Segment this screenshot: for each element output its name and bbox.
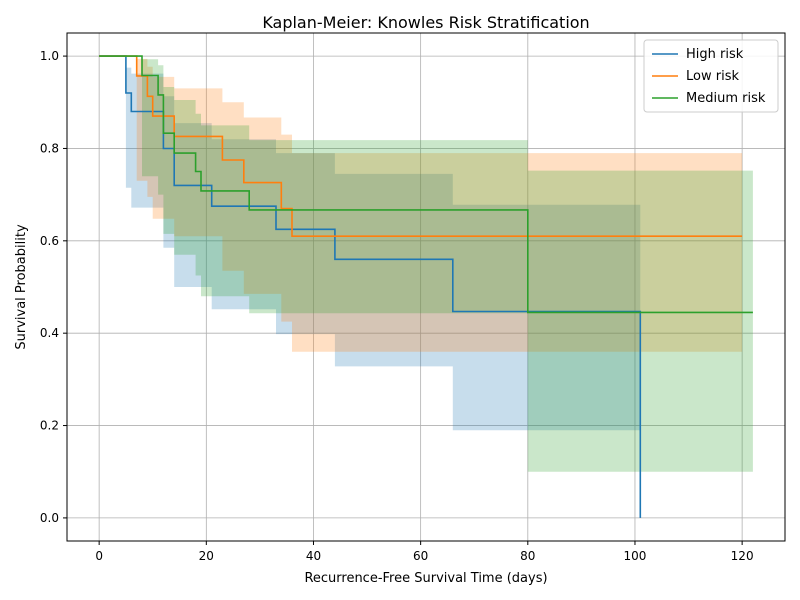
plot-frame: [66, 32, 786, 542]
ci-band-low-risk: [99, 56, 743, 352]
x-tick-label: 40: [306, 549, 321, 563]
legend: High risk Low risk Medium risk: [643, 39, 779, 113]
x-tick-label: 60: [413, 549, 428, 563]
x-tick-label: 0: [95, 549, 103, 563]
legend-box: [643, 39, 779, 113]
x-axis-label: Recurrence-Free Survival Time (days): [304, 571, 547, 586]
x-tick-label: 20: [199, 549, 214, 563]
y-tick-label: 0.4: [40, 326, 59, 340]
x-axis-ticks: 0 20 40 60 80 100 120: [95, 541, 754, 563]
survival-curve-high-risk: [99, 55, 642, 518]
x-tick-label: 100: [624, 549, 647, 563]
confidence-bands: [99, 56, 753, 472]
y-tick-label: 0.6: [40, 234, 59, 248]
y-axis-label: Survival Probability: [14, 224, 29, 350]
x-tick-label: 120: [731, 549, 754, 563]
ci-band-high-risk: [99, 56, 641, 431]
chart-title: Kaplan-Meier: Knowles Risk Stratificatio…: [262, 13, 589, 32]
y-tick-label: 1.0: [40, 49, 59, 63]
survival-curve-medium-risk: [99, 55, 753, 314]
x-tick-label: 80: [520, 549, 535, 563]
ci-band-medium-risk: [99, 56, 753, 472]
y-axis-ticks: 0.0 0.2 0.4 0.6 0.8 1.0: [40, 49, 67, 525]
legend-label: Medium risk: [686, 91, 766, 106]
legend-label: Low risk: [686, 69, 739, 84]
y-tick-label: 0.8: [40, 141, 59, 155]
y-tick-label: 0.0: [40, 511, 59, 525]
survival-curves: [99, 55, 753, 518]
legend-label: High risk: [686, 47, 744, 62]
y-tick-label: 0.2: [40, 419, 59, 433]
